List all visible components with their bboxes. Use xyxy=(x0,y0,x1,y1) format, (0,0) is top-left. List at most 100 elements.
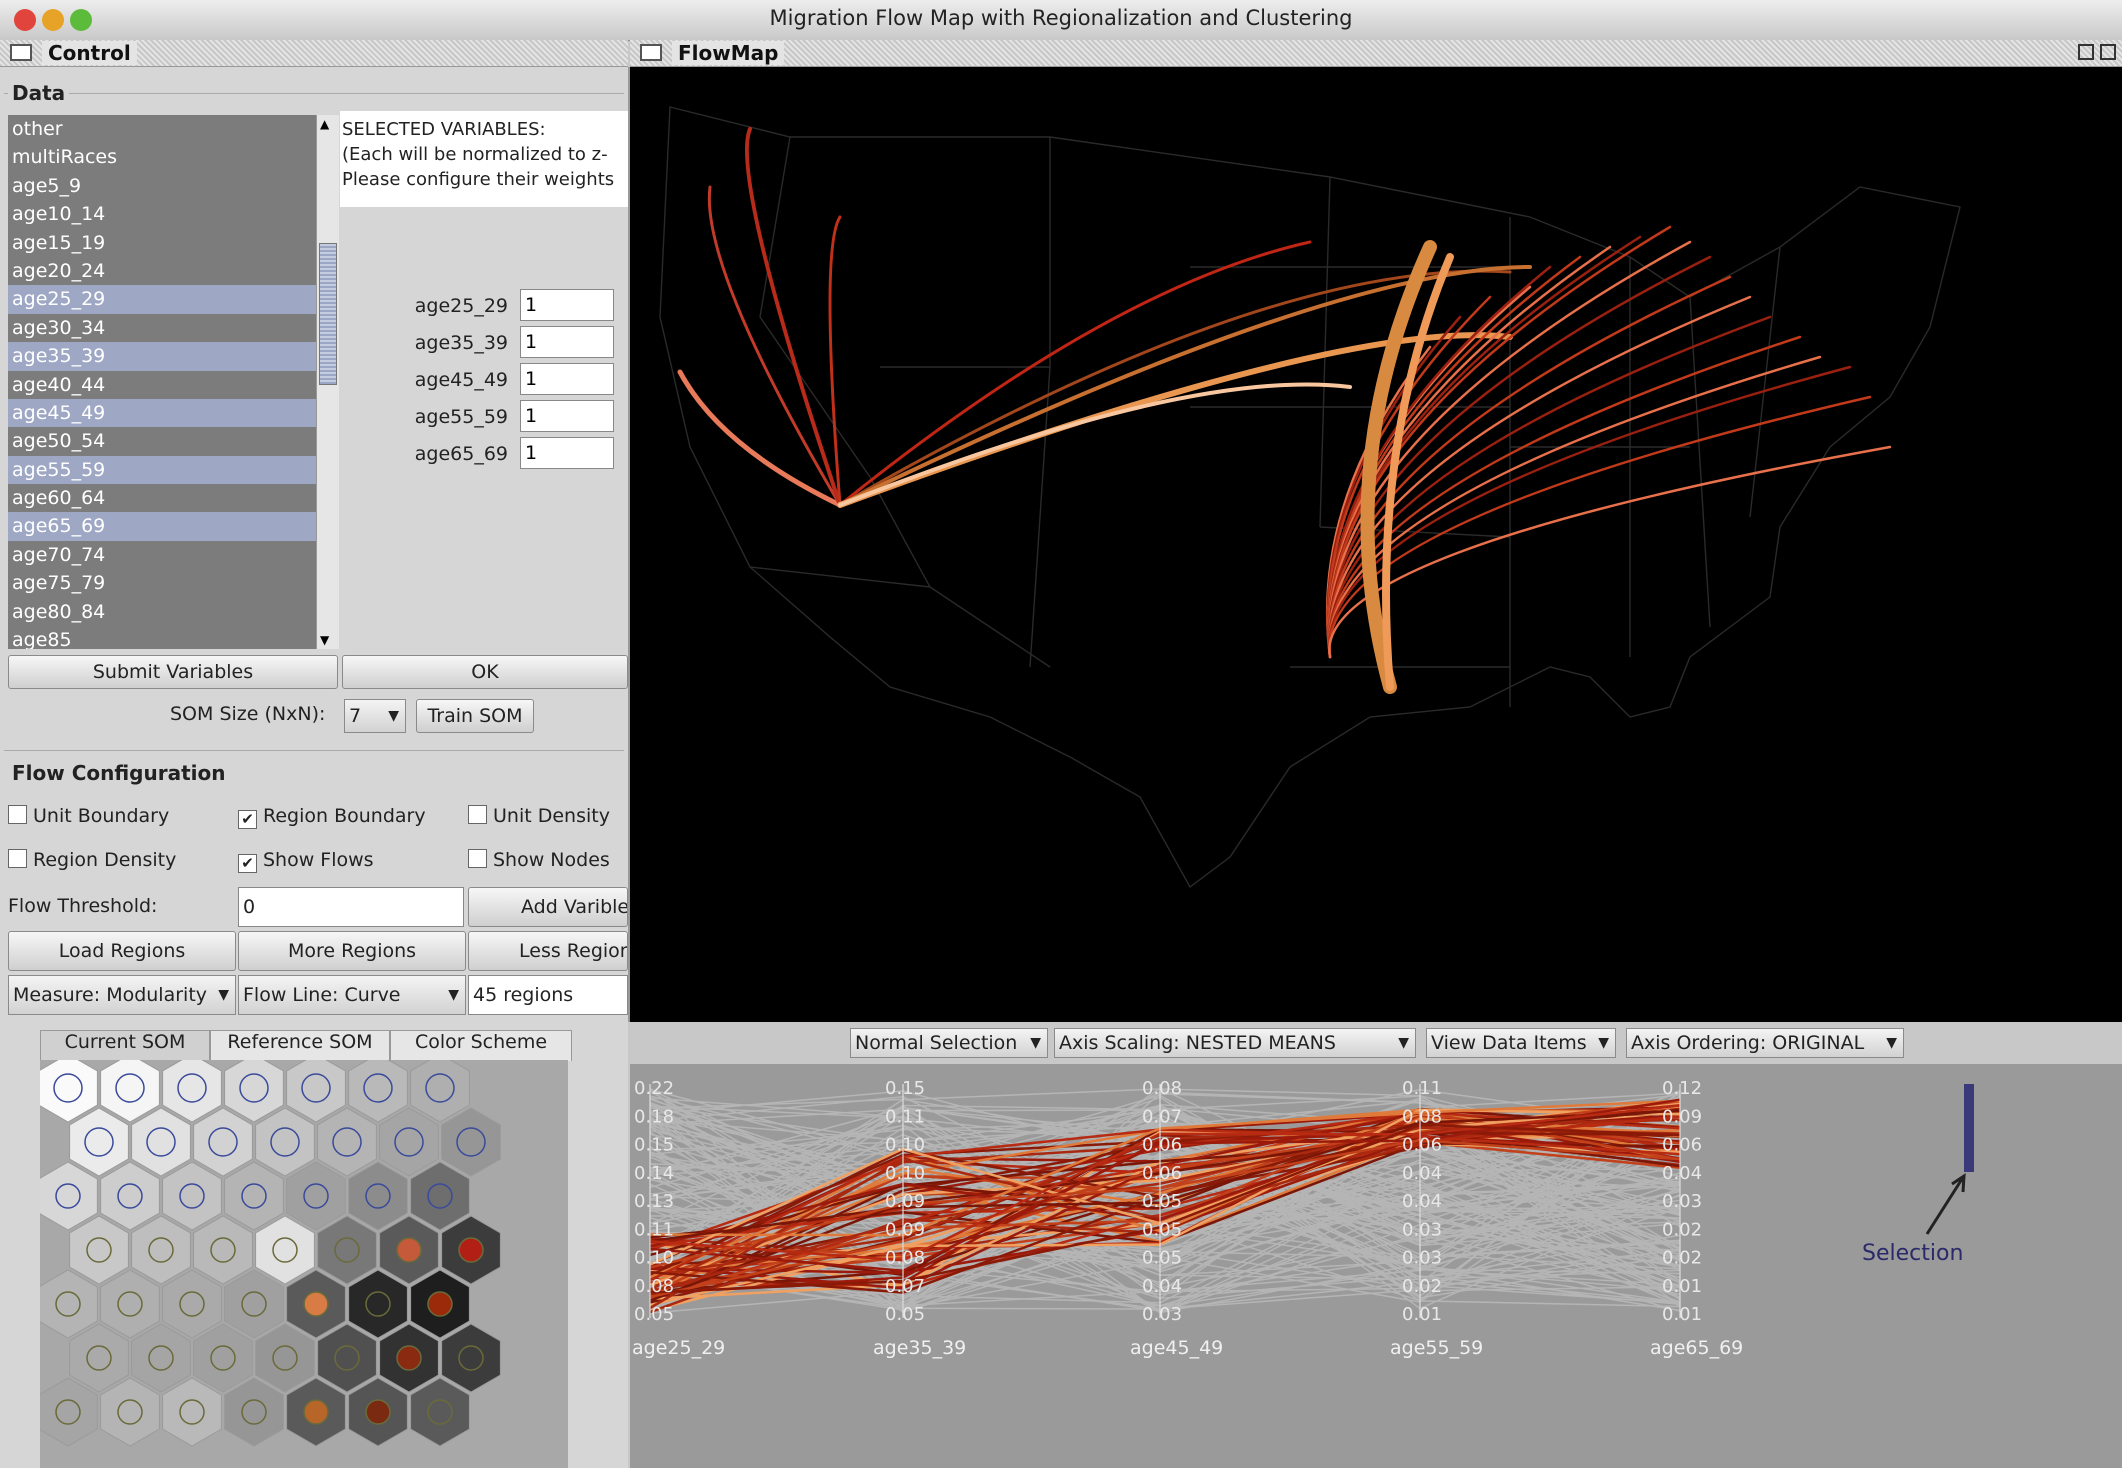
weight-input[interactable] xyxy=(520,363,614,395)
flow-line-value: Flow Line: Curve xyxy=(243,984,401,1006)
som-hex-grid[interactable] xyxy=(40,1060,568,1468)
pcp-tick-label: 0.08 xyxy=(1142,1078,1182,1099)
unit-boundary-checkbox[interactable]: Unit Boundary xyxy=(8,805,169,827)
train-som-button[interactable]: Train SOM xyxy=(416,699,534,733)
show-flows-checkbox[interactable]: ✔ Show Flows xyxy=(238,849,374,873)
list-item[interactable]: other xyxy=(8,115,316,143)
regions-count-field[interactable]: 45 regions xyxy=(468,975,628,1015)
check-icon[interactable]: ✔ xyxy=(238,810,257,829)
chevron-down-icon: ▼ xyxy=(1598,1029,1609,1057)
variable-list-scrollbar[interactable]: ▲ ▼ xyxy=(316,115,339,649)
scroll-thumb[interactable] xyxy=(319,243,337,385)
check-icon[interactable]: ✔ xyxy=(238,854,257,873)
region-density-checkbox[interactable]: Region Density xyxy=(8,849,176,871)
selection-brush[interactable] xyxy=(1964,1084,1974,1172)
window-title-bar: Migration Flow Map with Regionalization … xyxy=(0,0,2122,41)
flow-line[interactable] xyxy=(680,372,840,505)
view-data-items-select[interactable]: View Data Items ▼ xyxy=(1426,1028,1616,1058)
pcp-tick-label: 0.05 xyxy=(1142,1248,1182,1269)
list-item[interactable]: age50_54 xyxy=(8,427,316,455)
weight-input[interactable] xyxy=(520,437,614,469)
list-item[interactable]: age15_19 xyxy=(8,229,316,257)
more-regions-button[interactable]: More Regions xyxy=(238,931,466,971)
checkbox-box[interactable] xyxy=(468,849,487,868)
flow-threshold-input[interactable]: 0 xyxy=(238,887,464,927)
pcp-plot-area[interactable]: 0.22 0.18 0.15 0.14 0.13 0.11 0.10 0.08 0.05 age2… xyxy=(630,1064,2122,1468)
submit-variables-button[interactable]: Submit Variables xyxy=(8,655,338,689)
checkbox-box[interactable] xyxy=(8,849,27,868)
checkbox-label: Show Nodes xyxy=(493,849,610,871)
flow-line[interactable] xyxy=(747,129,840,505)
pcp-axis-label: age65_69 xyxy=(1650,1337,1743,1359)
tab-color-scheme[interactable]: Color Scheme xyxy=(390,1030,572,1061)
list-item[interactable]: age25_29 xyxy=(8,285,316,313)
checkbox-label: Region Boundary xyxy=(263,805,426,827)
flow-line[interactable] xyxy=(709,187,840,505)
list-item[interactable]: age85 xyxy=(8,626,316,649)
minimize-frame-icon[interactable] xyxy=(2078,44,2094,60)
flow-line[interactable] xyxy=(1329,447,1890,657)
add-variable-button[interactable]: Add Varible xyxy=(468,887,628,927)
unit-density-checkbox[interactable]: Unit Density xyxy=(468,805,610,827)
list-item[interactable]: age55_59 xyxy=(8,456,316,484)
region-boundary-checkbox[interactable]: ✔ Region Boundary xyxy=(238,805,426,829)
selected-variables-info: SELECTED VARIABLES: (Each will be normal… xyxy=(340,111,628,207)
weight-input[interactable] xyxy=(520,289,614,321)
pcp-tick-label: 0.06 xyxy=(1142,1163,1182,1184)
flow-line[interactable] xyxy=(1329,227,1670,657)
pcp-tick-label: 0.05 xyxy=(885,1304,925,1325)
pcp-tick-label: 0.08 xyxy=(1402,1106,1442,1127)
weight-label: age35_39 xyxy=(415,332,508,354)
flow-map-canvas[interactable] xyxy=(630,67,2122,1022)
flow-line-select[interactable]: Flow Line: Curve ▼ xyxy=(238,975,466,1015)
weight-label: age25_29 xyxy=(415,295,508,317)
checkbox-box[interactable] xyxy=(8,805,27,824)
pcp-svg[interactable]: 0.220.180.150.140.130.110.100.080.05age2… xyxy=(630,1064,2122,1468)
tab-current-som[interactable]: Current SOM xyxy=(40,1030,210,1061)
weight-row: age35_39 xyxy=(340,326,628,360)
som-node-circle xyxy=(459,1238,483,1262)
flow-map-svg[interactable] xyxy=(630,67,2122,1022)
flowmap-frame-header: FlowMap xyxy=(630,40,2122,67)
maximize-frame-icon[interactable] xyxy=(2100,44,2116,60)
pcp-tick-label: 0.12 xyxy=(1662,1078,1702,1099)
pcp-tick-label: 0.08 xyxy=(634,1276,674,1297)
list-item[interactable]: age10_14 xyxy=(8,200,316,228)
list-item[interactable]: age30_34 xyxy=(8,314,316,342)
tab-reference-som[interactable]: Reference SOM xyxy=(210,1030,390,1061)
list-item[interactable]: age5_9 xyxy=(8,172,316,200)
list-item[interactable]: age35_39 xyxy=(8,342,316,370)
flow-line[interactable] xyxy=(830,217,840,505)
variable-list[interactable]: other multiRaces age5_9 age10_14 age15_19 age… xyxy=(8,115,316,649)
weight-input[interactable] xyxy=(520,400,614,432)
list-item[interactable]: age70_74 xyxy=(8,541,316,569)
weight-input[interactable] xyxy=(520,326,614,358)
flow-config-label: Flow Configuration xyxy=(8,761,230,785)
pcp-tick-label: 0.03 xyxy=(1402,1248,1442,1269)
load-regions-button[interactable]: Load Regions xyxy=(8,931,236,971)
list-item[interactable]: age80_84 xyxy=(8,598,316,626)
axis-scaling-value: Axis Scaling: NESTED MEANS xyxy=(1059,1032,1336,1054)
axis-scaling-select[interactable]: Axis Scaling: NESTED MEANS ▼ xyxy=(1054,1028,1416,1058)
list-item[interactable]: multiRaces xyxy=(8,143,316,171)
pcp-tick-label: 0.09 xyxy=(1662,1106,1702,1127)
checkbox-box[interactable] xyxy=(468,805,487,824)
scroll-down-icon[interactable]: ▼ xyxy=(320,633,329,647)
scroll-up-icon[interactable]: ▲ xyxy=(320,117,329,131)
show-nodes-checkbox[interactable]: Show Nodes xyxy=(468,849,610,871)
list-item[interactable]: age40_44 xyxy=(8,371,316,399)
list-item[interactable]: age65_69 xyxy=(8,512,316,540)
measure-value: Measure: Modularity xyxy=(13,984,207,1006)
less-regions-button[interactable]: Less Regions xyxy=(468,931,628,971)
measure-select[interactable]: Measure: Modularity ▼ xyxy=(8,975,236,1015)
chevron-down-icon: ▼ xyxy=(218,976,229,1014)
list-item[interactable]: age60_64 xyxy=(8,484,316,512)
axis-ordering-select[interactable]: Axis Ordering: ORIGINAL ▼ xyxy=(1626,1028,1904,1058)
ok-button[interactable]: OK xyxy=(342,655,628,689)
list-item[interactable]: age45_49 xyxy=(8,399,316,427)
list-item[interactable]: age75_79 xyxy=(8,569,316,597)
selection-mode-select[interactable]: Normal Selection ▼ xyxy=(850,1028,1048,1058)
list-item[interactable]: age20_24 xyxy=(8,257,316,285)
pcp-tick-label: 0.11 xyxy=(885,1106,925,1127)
som-size-select[interactable]: 7 ▼ xyxy=(344,699,406,733)
